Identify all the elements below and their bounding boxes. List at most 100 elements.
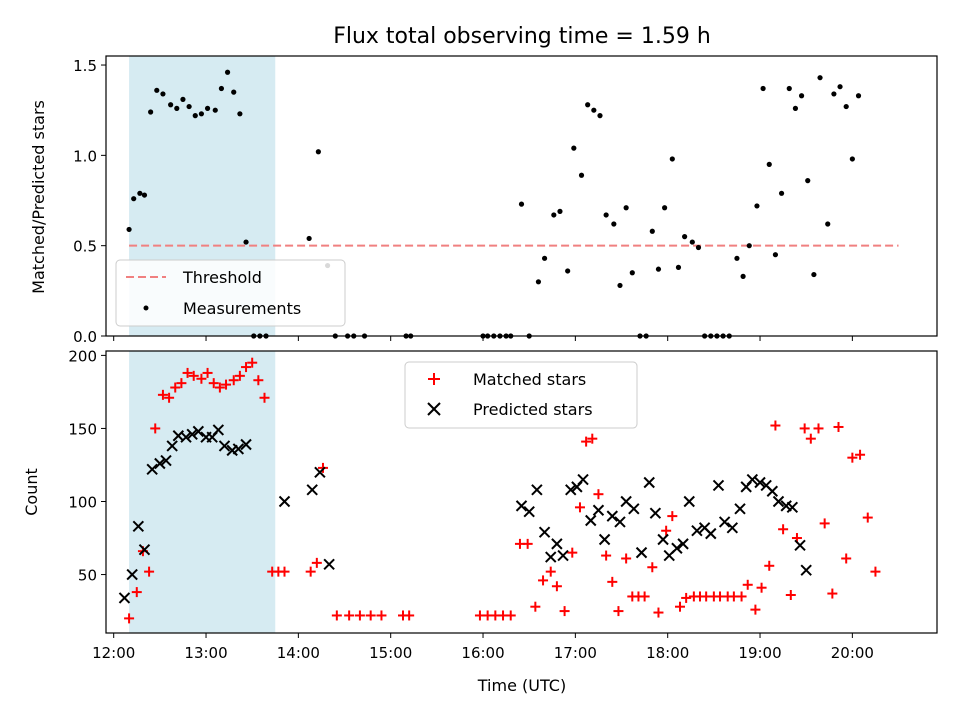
matched-star-point <box>613 606 624 617</box>
top-y-tick-label: 1.5 <box>73 57 97 75</box>
matched-star-point <box>756 582 767 593</box>
matched-star-point <box>551 581 562 592</box>
matched-star-point <box>841 553 852 564</box>
measurement-point <box>649 228 655 234</box>
measurement-point <box>585 102 591 108</box>
matched-star-point <box>259 392 270 403</box>
matched-star-point <box>778 524 789 535</box>
predicted-star-point <box>132 520 145 533</box>
measurement-point <box>126 226 132 233</box>
bottom-x-tick-label: 14:00 <box>277 644 320 662</box>
predicted-star-point <box>118 592 131 604</box>
bottom-y-tick-label: 200 <box>68 347 97 365</box>
matched-star-point <box>164 392 175 403</box>
matched-star-point <box>530 601 541 612</box>
measurement-point <box>831 91 837 97</box>
predicted-star-point <box>323 558 335 571</box>
bottom-x-tick-label: 15:00 <box>369 644 412 662</box>
top-y-tick-label: 1.0 <box>73 147 97 165</box>
measurement-point <box>760 85 766 92</box>
measurement-point <box>180 96 186 102</box>
bottom-y-axis-label: Count <box>22 468 41 516</box>
matched-star-point <box>639 591 650 602</box>
predicted-star-point <box>160 454 172 467</box>
measurement-point <box>682 234 688 240</box>
top-legend: Threshold Measurements <box>115 259 346 327</box>
measurement-point <box>541 255 548 261</box>
predicted-star-point <box>718 516 731 528</box>
matched-star-point <box>144 566 155 577</box>
predicted-star-point <box>192 425 205 438</box>
bottom-x-tick-label: 19:00 <box>738 644 781 662</box>
x-axis-label: Time (UTC) <box>477 676 566 695</box>
predicted-star-point <box>186 428 198 440</box>
bottom-panel: 12:00 13:00 14:00 15:00 16:00 17:00 18:00 19:00… <box>22 347 938 695</box>
chart-title: Flux total observing time = 1.59 h <box>333 24 711 49</box>
matched-star-point <box>522 538 533 549</box>
measurement-point <box>168 102 174 108</box>
legend-predicted-swatch <box>427 402 441 416</box>
matched-star-point <box>587 433 598 444</box>
bottom-y-tick-label: 50 <box>78 567 97 585</box>
bottom-y-tick-label: 100 <box>68 493 97 511</box>
predicted-star-point <box>126 568 138 581</box>
predicted-star-point <box>515 500 528 512</box>
measurement-point <box>740 273 746 279</box>
bottom-x-tick-label: 17:00 <box>554 644 597 662</box>
matched-star-point <box>805 433 816 444</box>
matched-star-point <box>559 606 570 617</box>
top-y-tick-label: 0.0 <box>73 328 97 346</box>
measurement-point <box>237 111 243 117</box>
matched-star-point <box>344 610 355 621</box>
matched-star-point <box>311 557 322 568</box>
matched-star-point <box>799 423 810 434</box>
predicted-star-point <box>565 484 577 496</box>
measurement-point <box>786 85 792 92</box>
predicted-star-point <box>705 527 717 540</box>
matched-star-point <box>764 560 775 571</box>
measurement-point <box>160 91 166 97</box>
predicted-star-point <box>606 510 619 522</box>
predicted-star-point <box>180 431 192 443</box>
measurement-point <box>798 93 805 99</box>
top-legend-box <box>115 259 346 327</box>
predicted-star-point <box>166 440 178 452</box>
measurement-point <box>306 235 312 242</box>
measurement-point <box>198 111 205 117</box>
matched-star-point <box>581 436 592 447</box>
measurement-point <box>204 105 211 111</box>
matched-star-point <box>124 613 135 624</box>
top-plot-frame <box>105 55 938 337</box>
predicted-star-point <box>598 533 611 546</box>
matched-star-point <box>736 591 747 602</box>
matched-star-point <box>365 610 376 621</box>
predicted-star-point <box>657 533 669 546</box>
measurement-point <box>212 107 218 113</box>
predicted-star-point <box>592 504 605 516</box>
predicted-star-point <box>585 514 597 527</box>
measurement-point <box>186 103 192 110</box>
matched-star-point <box>538 575 549 586</box>
matched-star-point <box>150 423 161 434</box>
predicted-star-point <box>232 443 245 455</box>
measurement-point <box>689 239 695 245</box>
measurement-point <box>817 75 823 81</box>
measurement-point <box>557 208 563 214</box>
predicted-star-point <box>545 551 557 563</box>
legend-measurements-swatch <box>143 305 149 311</box>
measurement-point <box>811 271 817 278</box>
matched-star-point <box>833 421 844 432</box>
matched-star-point <box>742 579 753 590</box>
predicted-star-point <box>557 549 569 562</box>
predicted-star-point <box>683 495 695 508</box>
measurement-point <box>754 203 760 209</box>
measurement-point <box>148 109 154 115</box>
measurement-point <box>218 85 225 92</box>
measurement-point <box>597 113 603 119</box>
measurement-point <box>772 252 779 258</box>
matched-star-point <box>234 370 245 381</box>
matched-star-point <box>279 566 290 577</box>
predicted-star-point <box>643 476 655 489</box>
matched-star-point <box>170 382 181 393</box>
bottom-x-tick-label: 20:00 <box>831 644 874 662</box>
